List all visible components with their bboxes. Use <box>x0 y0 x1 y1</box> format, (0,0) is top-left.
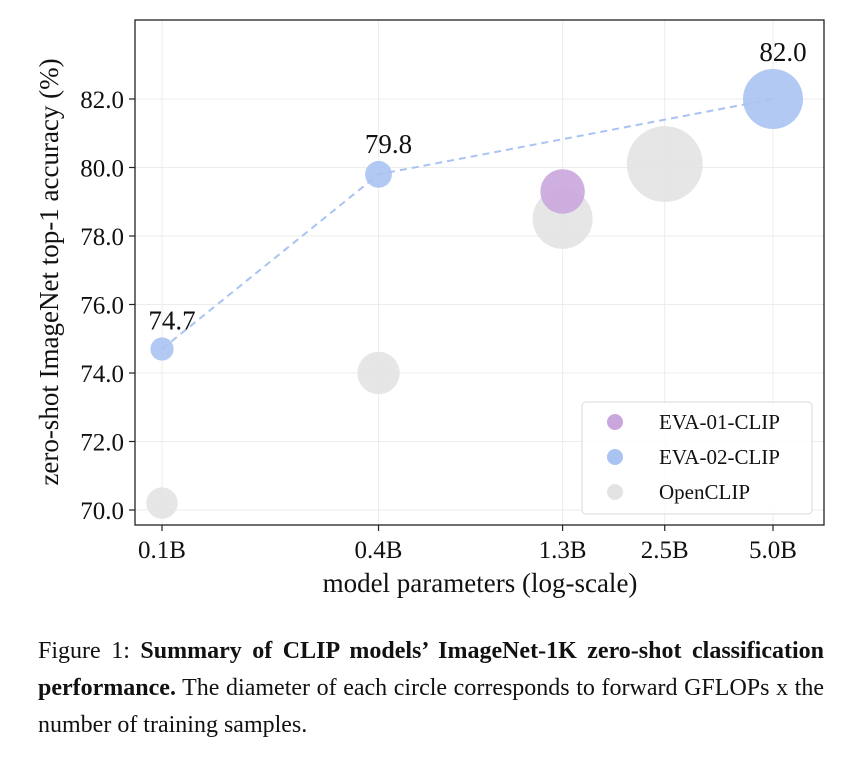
y-tick-label: 76.0 <box>80 293 124 320</box>
data-label: 82.0 <box>759 37 806 67</box>
openclip-bubble <box>357 351 400 395</box>
x-tick-label: 1.3B <box>539 537 587 564</box>
x-axis-label: model parameters (log-scale) <box>323 568 638 598</box>
bubbles <box>146 69 803 519</box>
legend-marker-openclip <box>607 484 623 500</box>
plot-frame <box>134 19 825 526</box>
caption-rest: The diameter of each circle corresponds … <box>38 675 824 738</box>
point-labels: 74.7 79.8 82.0 <box>148 37 806 335</box>
y-tick-label: 70.0 <box>80 498 124 525</box>
chart: 0.1B 0.4B 1.3B 2.5B 5.0B 70.0 72.0 74.0 76.0 78.0… <box>34 19 825 598</box>
legend-marker-eva01 <box>607 414 623 430</box>
data-label: 79.8 <box>365 129 412 159</box>
x-tick-label: 0.4B <box>355 537 403 564</box>
axes: 0.1B 0.4B 1.3B 2.5B 5.0B 70.0 72.0 74.0 76.0 78.0… <box>80 87 797 564</box>
x-tick-label: 2.5B <box>641 537 689 564</box>
eva02-trend-line <box>161 98 774 350</box>
caption-bold: Summary of CLIP models’ ImageNet-1K zero… <box>38 638 824 701</box>
caption-prefix: Figure 1: <box>38 638 141 664</box>
y-tick-label: 82.0 <box>80 87 124 114</box>
y-tick-label: 78.0 <box>80 224 124 251</box>
y-tick-label: 80.0 <box>80 156 124 183</box>
eva-02-clip-bubble <box>743 69 803 129</box>
y-tick-label: 74.0 <box>80 361 124 388</box>
legend-label-openclip: OpenCLIP <box>659 480 750 504</box>
x-tick-label: 0.1B <box>138 537 186 564</box>
openclip-bubble <box>146 487 178 519</box>
data-label: 74.7 <box>148 305 195 335</box>
grid <box>135 20 824 525</box>
y-tick-label: 72.0 <box>80 430 124 457</box>
trend-line <box>161 98 774 350</box>
legend-label-eva02: EVA-02-CLIP <box>659 445 780 469</box>
legend: EVA-01-CLIP EVA-02-CLIP OpenCLIP <box>581 401 813 515</box>
y-axis-label: zero-shot ImageNet top-1 accuracy (%) <box>34 58 64 485</box>
legend-label-eva01: EVA-01-CLIP <box>659 410 780 434</box>
figure-caption: Figure 1: Summary of CLIP models’ ImageN… <box>38 633 824 744</box>
eva-01-clip-bubble <box>540 169 585 214</box>
openclip-bubble <box>626 126 703 203</box>
legend-box <box>581 401 813 515</box>
x-tick-label: 5.0B <box>749 537 797 564</box>
legend-marker-eva02 <box>607 449 623 465</box>
